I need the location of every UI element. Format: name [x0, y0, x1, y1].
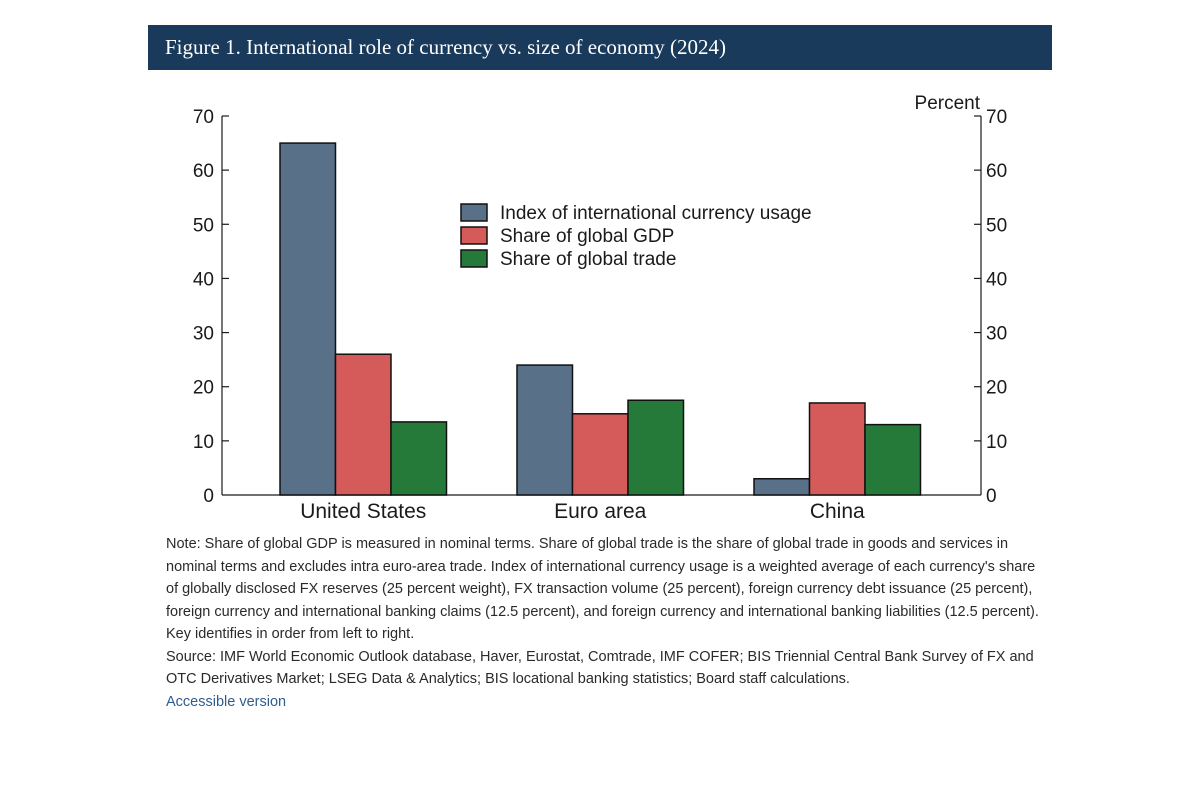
bar-gdp-0 — [334, 353, 392, 496]
unit-label: Percent — [915, 93, 981, 114]
x-category-label: United States — [300, 500, 426, 523]
note-text: Note: Share of global GDP is measured in… — [166, 536, 1039, 642]
bar-gdp-2 — [808, 402, 866, 496]
legend-swatch — [460, 226, 488, 245]
y-tick-label-left: 60 — [193, 161, 214, 182]
x-category-label: Euro area — [554, 500, 647, 523]
y-tick-label-right: 60 — [986, 161, 1007, 182]
source-text: Source: IMF World Economic Outlook datab… — [166, 648, 1034, 688]
y-tick-label-left: 10 — [193, 432, 214, 453]
y-tick-label-left: 30 — [193, 324, 214, 345]
legend-label: Share of global GDP — [500, 226, 674, 247]
bar-usage-2 — [753, 478, 811, 496]
bar-gdp-1 — [571, 413, 629, 496]
figure-title: Figure 1. International role of currency… — [165, 35, 726, 59]
y-tick-label-left: 20 — [193, 378, 214, 399]
legend-label: Index of international currency usage — [500, 203, 812, 224]
y-tick-label-right: 20 — [986, 378, 1007, 399]
figure-title-bar: Figure 1. International role of currency… — [148, 25, 1052, 70]
bar-trade-2 — [864, 423, 922, 496]
y-tick-label-right: 40 — [986, 269, 1007, 290]
y-tick-label-left: 0 — [203, 486, 214, 507]
y-tick-label-left: 70 — [193, 107, 214, 128]
y-tick-label-right: 0 — [986, 486, 997, 507]
legend-swatch — [460, 249, 488, 268]
y-tick-label-right: 10 — [986, 432, 1007, 453]
legend-label: Share of global trade — [500, 249, 676, 270]
legend-swatch — [460, 203, 488, 222]
bar-usage-1 — [516, 364, 574, 496]
y-tick-label-right: 50 — [986, 215, 1007, 236]
bar-trade-1 — [627, 399, 685, 496]
y-tick-label-right: 30 — [986, 324, 1007, 345]
y-tick-label-left: 50 — [193, 215, 214, 236]
bar-usage-0 — [279, 142, 337, 496]
figure-notes: Note: Share of global GDP is measured in… — [166, 533, 1046, 713]
bar-trade-0 — [390, 421, 448, 496]
accessible-version-link[interactable]: Accessible version — [166, 693, 287, 710]
y-tick-label-right: 70 — [986, 107, 1007, 128]
x-category-label: China — [810, 500, 865, 523]
y-tick-label-left: 40 — [193, 269, 214, 290]
